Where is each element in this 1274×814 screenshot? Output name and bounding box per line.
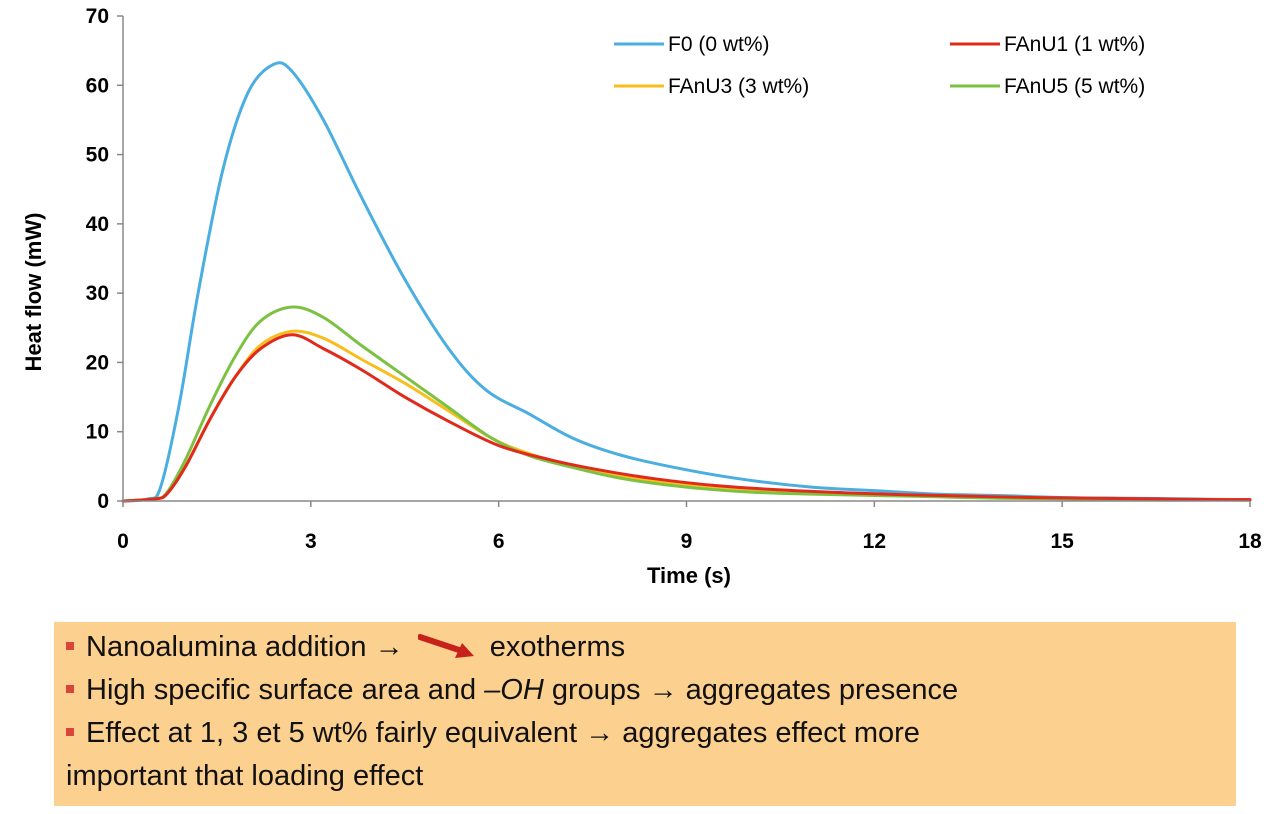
x-axis-title: Time (s) xyxy=(647,563,731,588)
notes-box: Nanoalumina addition → exotherms High sp… xyxy=(54,622,1236,806)
note-2-text-a: High specific surface area and xyxy=(86,674,477,706)
note-1-text-b: exotherms xyxy=(489,631,626,663)
x-tick-label: 3 xyxy=(305,530,317,553)
note-3-text: Effect at 1, 3 et 5 wt% fairly equivalen… xyxy=(86,717,920,749)
legend-label: F0 (0 wt%) xyxy=(668,33,770,56)
y-tick-label: 20 xyxy=(86,351,109,374)
series-line xyxy=(121,333,1252,503)
y-tick-label: 0 xyxy=(97,490,109,513)
legend: F0 (0 wt%) FAnU1 (1 wt%) FAnU3 (3 wt%) FAnU… xyxy=(614,33,1145,98)
y-tick-label: 50 xyxy=(86,144,109,167)
y-tick-label: 70 xyxy=(86,5,109,28)
y-tick-label: 60 xyxy=(86,74,109,97)
note-line-1: Nanoalumina addition → exotherms xyxy=(66,626,1224,669)
note-1-text-a: Nanoalumina addition → xyxy=(86,631,404,663)
legend-label: FAnU5 (5 wt%) xyxy=(1004,75,1145,98)
x-tick-label: 15 xyxy=(1050,530,1074,553)
legend-label: FAnU3 (3 wt%) xyxy=(668,75,809,98)
x-tick-label: 12 xyxy=(863,530,886,553)
series-layer xyxy=(121,61,1252,503)
note-2-oh-group: –OH xyxy=(484,674,544,706)
note-line-3: Effect at 1, 3 et 5 wt% fairly equivalen… xyxy=(66,712,1224,755)
heat-flow-chart: 0 10 20 30 40 50 60 70 0 3 6 9 12 15 18 F0 (0 wt%) FAnU… xyxy=(21,5,1262,588)
x-tick-label: 9 xyxy=(681,530,693,553)
x-tick-label: 0 xyxy=(117,530,129,553)
axes-layer: 0 10 20 30 40 50 60 70 0 3 6 9 12 15 18 xyxy=(86,5,1262,553)
down-right-red-arrow-icon xyxy=(417,634,474,659)
y-axis-title: Heat flow (mW) xyxy=(21,213,46,372)
series-line xyxy=(121,61,1252,503)
note-2-text-b: groups → aggregates presence xyxy=(551,674,959,706)
x-tick-label: 18 xyxy=(1238,530,1262,553)
y-tick-label: 10 xyxy=(86,421,109,444)
note-line-2: High specific surface area and –OH group… xyxy=(66,669,1224,712)
note-4-text: important that loading effect xyxy=(66,760,424,792)
bullet-icon xyxy=(66,685,74,693)
bullet-icon xyxy=(66,728,74,736)
bullet-icon xyxy=(66,642,74,650)
x-tick-label: 6 xyxy=(493,530,505,553)
y-tick-label: 30 xyxy=(86,282,109,305)
y-tick-label: 40 xyxy=(86,213,109,236)
note-line-4: important that loading effect xyxy=(66,755,1224,798)
legend-label: FAnU1 (1 wt%) xyxy=(1004,33,1145,56)
series-line xyxy=(121,329,1252,503)
